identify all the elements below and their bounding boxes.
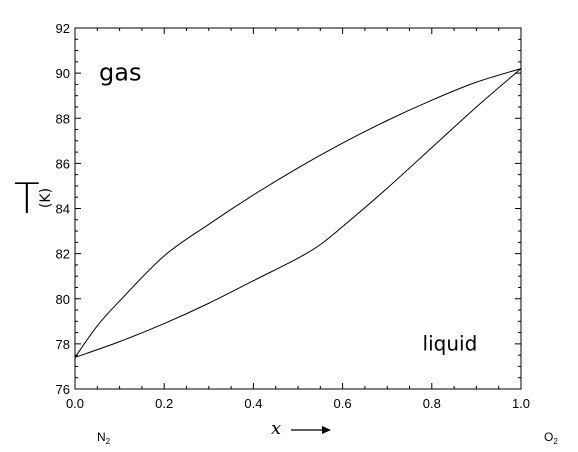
- x-axis-arrow-icon: [291, 426, 331, 434]
- annotation-gas: gas: [99, 59, 141, 87]
- plot-frame: [74, 27, 522, 390]
- y-axis-unit: (K): [38, 188, 54, 208]
- dew-point-curve: [74, 68, 522, 358]
- x-tick-label: 0.0: [66, 396, 84, 411]
- y-tick-label: 82: [56, 247, 70, 262]
- y-tick-label: 90: [56, 66, 70, 81]
- y-tick-label: 86: [56, 156, 70, 171]
- end-label-right-sub: 2: [553, 437, 558, 446]
- x-tick-label: 0.2: [155, 396, 173, 411]
- series-lines: [74, 68, 522, 358]
- y-tick-label: 76: [56, 382, 70, 397]
- y-tick-label: 84: [56, 202, 70, 217]
- y-tick-label: 92: [56, 21, 70, 36]
- end-label-right-base: O: [544, 430, 553, 444]
- y-tick-label: 78: [56, 337, 70, 352]
- bubble-point-curve: [74, 68, 522, 358]
- y-tick-label: 88: [56, 111, 70, 126]
- x-tick-label: 1.0: [512, 396, 530, 411]
- y-tick-label: 80: [56, 292, 70, 307]
- end-label-left: N2: [97, 430, 111, 446]
- x-tick-label: 0.8: [423, 396, 441, 411]
- tick-labels: 0.0 0.2 0.4 0.6 0.8 1.0 76 78 80 82 84 86 88 90 92: [56, 21, 531, 411]
- x-axis-label: x: [271, 418, 281, 439]
- y-axis-label: T: [14, 174, 40, 223]
- end-label-left-sub: 2: [106, 437, 111, 446]
- end-label-right: O2: [544, 430, 558, 446]
- annotation-liquid: liquid: [423, 332, 478, 356]
- end-label-left-base: N: [97, 430, 106, 444]
- x-tick-label: 0.4: [244, 396, 262, 411]
- x-tick-label: 0.6: [334, 396, 352, 411]
